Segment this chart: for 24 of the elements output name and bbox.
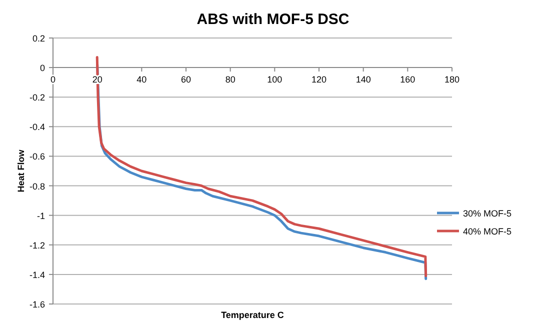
legend-label: 40% MOF-5 (463, 226, 512, 236)
y-tick-label: -0.2 (29, 92, 45, 103)
legend-label: 30% MOF-5 (463, 208, 512, 218)
x-tick-label: 60 (180, 74, 192, 85)
y-tick-label: -1.4 (29, 270, 45, 280)
x-axis-title: Temperature C (221, 310, 284, 320)
y-tick-label: -1 (36, 210, 45, 221)
y-tick-label: -1.2 (29, 240, 45, 250)
x-tick-label: 80 (225, 74, 236, 85)
x-tick-label: 0 (50, 74, 56, 85)
chart-title: ABS with MOF-5 DSC (196, 11, 350, 28)
x-tick-label: 140 (356, 74, 371, 85)
x-tick-label: 120 (311, 74, 327, 85)
y-tick-label: 0.2 (32, 34, 45, 44)
x-tick-label: 100 (267, 74, 282, 85)
x-tick-label: 160 (400, 74, 416, 85)
y-tick-label: -0.8 (29, 181, 45, 192)
x-tick-label: 180 (444, 74, 460, 85)
y-tick-label: -0.6 (29, 152, 45, 162)
x-tick-label: 40 (136, 74, 147, 85)
y-tick-label: -1.6 (29, 300, 45, 310)
y-axis-title: Heat Flow (16, 148, 26, 192)
y-tick-label: -0.4 (29, 122, 45, 132)
y-tick-label: 0 (40, 63, 45, 74)
